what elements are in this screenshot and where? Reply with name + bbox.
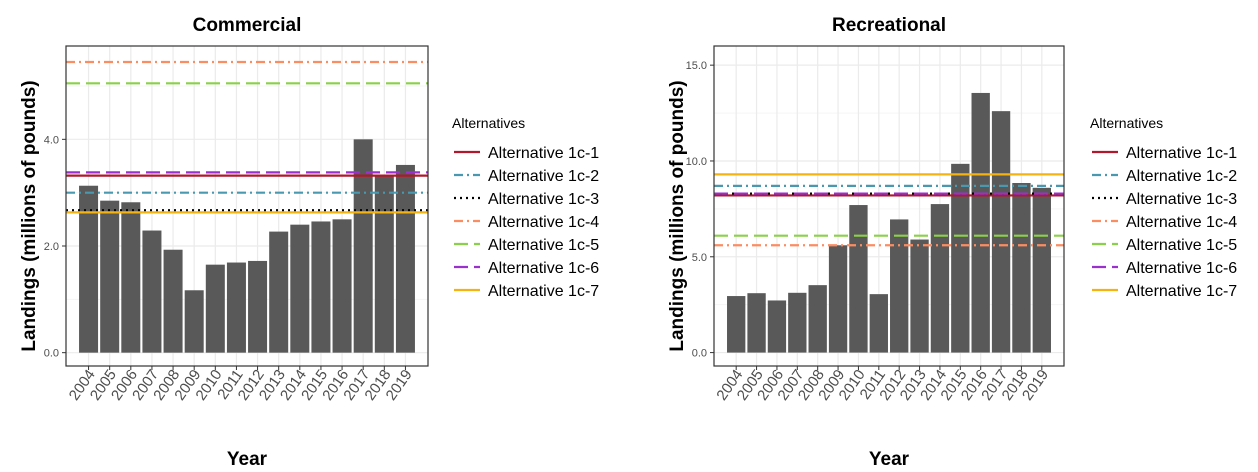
bar-2008	[808, 285, 827, 353]
legend-label: Alternative 1c-2	[1126, 168, 1237, 185]
y-axis-label: Landings (millions of pounds)	[19, 80, 40, 351]
bar-2011	[869, 294, 888, 353]
bar-2011	[226, 262, 246, 353]
chart-title: Recreational	[832, 15, 946, 36]
plot-panel	[66, 46, 428, 366]
x-axis-label: Year	[869, 449, 910, 470]
bar-2009	[828, 245, 848, 353]
legend-label: Alternative 1c-4	[1126, 214, 1237, 231]
plot-panel	[714, 46, 1064, 366]
legend-label: Alternative 1c-5	[1126, 237, 1237, 254]
bar-2018	[374, 175, 394, 353]
legend: Alternatives Alternative 1c-1 Alternative …	[1090, 115, 1237, 300]
bar-2004	[79, 185, 99, 353]
bar-2009	[184, 290, 204, 353]
chart-commercial: 0.02.04.02004200520062007200820092010201…	[19, 15, 599, 470]
legend-title: Alternatives	[1090, 115, 1163, 131]
bar-2016	[971, 92, 990, 353]
bar-2006	[121, 202, 141, 353]
legend-title: Alternatives	[452, 115, 525, 131]
y-axis-label: Landings (millions of pounds)	[667, 80, 688, 351]
y-tick-label: 10.0	[686, 156, 707, 168]
y-tick-label: 15.0	[686, 60, 707, 72]
x-axis-label: Year	[227, 449, 268, 470]
bar-2013	[910, 239, 929, 353]
bar-2004	[727, 296, 746, 353]
bar-2015	[951, 163, 970, 353]
bar-2006	[767, 300, 787, 353]
legend-label: Alternative 1c-2	[488, 168, 599, 185]
bar-2016	[332, 219, 352, 353]
bar-2005	[100, 200, 120, 353]
bar-2008	[163, 249, 183, 353]
chart-recreational: 0.05.010.015.020042005200620072008200920…	[667, 15, 1237, 470]
y-tick-label: 2.0	[44, 241, 59, 253]
legend-label: Alternative 1c-7	[1126, 283, 1237, 300]
bar-2012	[890, 219, 909, 353]
legend-label: Alternative 1c-3	[488, 191, 599, 208]
legend-label: Alternative 1c-5	[488, 237, 599, 254]
chart-title: Commercial	[193, 15, 302, 36]
bar-2019	[1032, 187, 1051, 353]
y-tick-label: 0.0	[692, 348, 707, 360]
y-tick-label: 0.0	[44, 348, 59, 360]
legend-label: Alternative 1c-4	[488, 214, 599, 231]
bar-2014	[930, 204, 950, 353]
bar-2005	[747, 293, 766, 353]
bar-2015	[311, 221, 331, 353]
y-tick-label: 5.0	[692, 252, 707, 264]
panel-border	[65, 45, 429, 367]
y-tick-label: 4.0	[44, 134, 59, 146]
panel-border	[713, 45, 1065, 367]
legend: Alternatives Alternative 1c-1 Alternative …	[452, 115, 599, 300]
bar-2012	[248, 260, 268, 353]
bar-2010	[205, 264, 225, 353]
legend-label: Alternative 1c-6	[1126, 260, 1237, 277]
bar-2017	[991, 111, 1011, 353]
bar-2007	[142, 230, 162, 353]
legend-label: Alternative 1c-7	[488, 283, 599, 300]
bar-2018	[1012, 183, 1031, 353]
legend-label: Alternative 1c-6	[488, 260, 599, 277]
bar-2010	[849, 205, 868, 353]
bar-2013	[269, 231, 289, 353]
legend-label: Alternative 1c-1	[1126, 145, 1237, 162]
legend-label: Alternative 1c-1	[488, 145, 599, 162]
bar-2007	[788, 292, 807, 353]
legend-label: Alternative 1c-3	[1126, 191, 1237, 208]
bar-2014	[290, 224, 310, 353]
